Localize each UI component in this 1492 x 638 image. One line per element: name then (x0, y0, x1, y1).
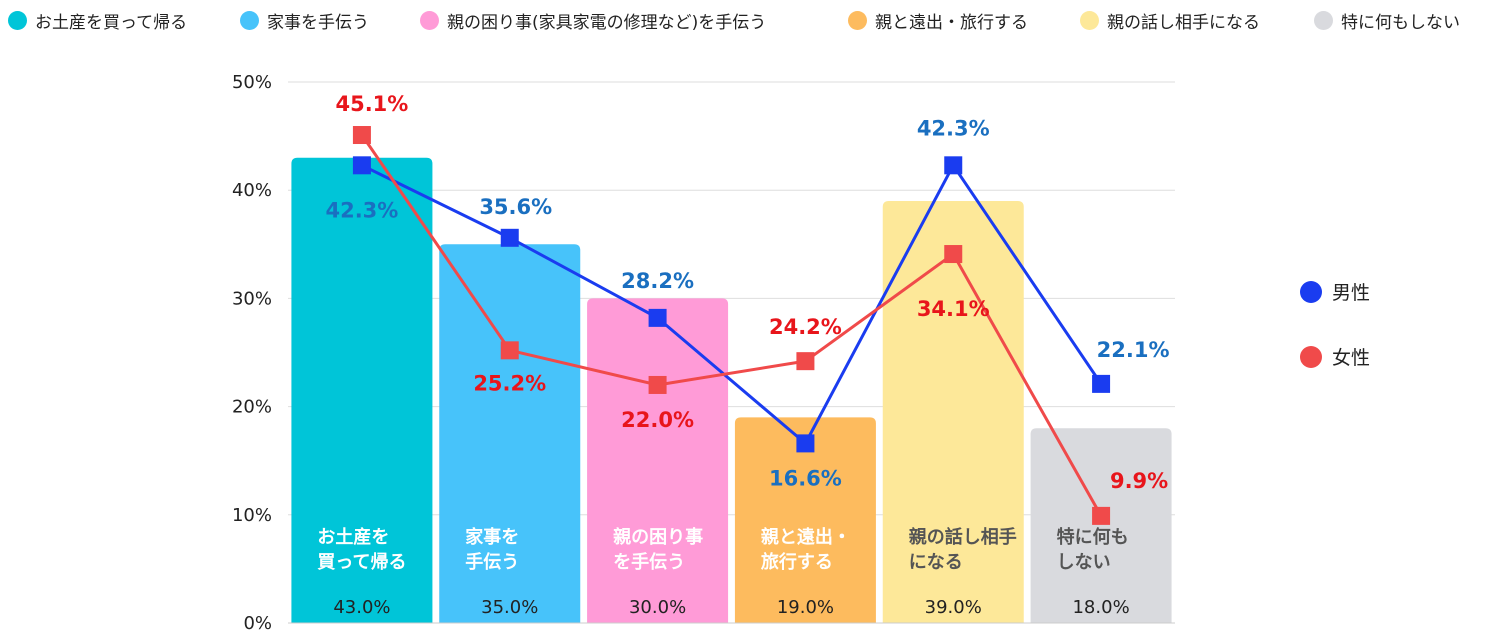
bar (439, 244, 581, 624)
series-data-label: 25.2% (473, 371, 546, 395)
bar-category-label: 親と遠出・旅行する (761, 526, 851, 573)
legend-label: 女性 (1332, 347, 1371, 369)
y-tick-label: 50% (232, 72, 272, 93)
legend-item-nothing: 特に何もしない (1314, 9, 1460, 33)
legend-item-housework: 家事を手伝う (240, 9, 369, 33)
bar (1030, 428, 1172, 623)
series-data-label: 45.1% (335, 92, 408, 116)
series-marker (648, 375, 667, 394)
bar-value-label: 43.0% (333, 597, 390, 618)
series-data-label: 22.0% (621, 408, 694, 432)
legend-dot-icon (848, 10, 867, 30)
series-line (360, 134, 1103, 517)
bar-category-label: 特に何もしない (1057, 526, 1129, 573)
legend-item-male: 男性 (1300, 278, 1370, 305)
legend-dot-icon (1300, 345, 1322, 368)
series-data-label: 35.6% (479, 195, 552, 219)
bar-category-label: 親の話し相手になる (909, 526, 1017, 573)
series-data-label: 9.9% (1110, 469, 1168, 493)
legend-label: お土産を買って帰る (35, 12, 188, 33)
legend-dot-icon (1080, 10, 1099, 30)
legend-label: 親の話し相手になる (1107, 12, 1260, 33)
series-marker (796, 352, 815, 371)
bar-category-label: 親の困り事を手伝う (613, 526, 703, 573)
bar-category-label: 家事を手伝う (465, 526, 519, 573)
legend-dot-icon (8, 10, 27, 30)
category-legend: お土産を買って帰る 家事を手伝う 親の困り事(家具家電の修理など)を手伝う 親と… (0, 0, 1492, 40)
y-tick-label: 0% (243, 613, 272, 634)
series-marker (500, 341, 519, 360)
legend-dot-icon (420, 10, 439, 30)
series-marker (796, 434, 815, 453)
bar (734, 417, 876, 623)
bar-value-label: 30.0% (629, 597, 686, 618)
bar-value-label: 35.0% (481, 597, 538, 618)
legend-label: 親の困り事(家具家電の修理など)を手伝う (447, 12, 767, 33)
legend-item-souvenir: お土産を買って帰る (8, 9, 188, 33)
legend-label: 男性 (1332, 282, 1371, 304)
bar (291, 157, 433, 624)
series-data-label: 22.1% (1097, 338, 1170, 362)
bar-value-label: 39.0% (925, 597, 982, 618)
series-marker (352, 126, 371, 145)
series-marker (944, 156, 963, 175)
series-marker (648, 308, 667, 327)
legend-dot-icon (1300, 280, 1322, 303)
series-marker (944, 245, 963, 264)
bar (587, 298, 729, 623)
legend-item-repairs: 親の困り事(家具家電の修理など)を手伝う (420, 9, 767, 33)
y-tick-label: 10% (232, 505, 272, 526)
series-marker (1092, 374, 1111, 393)
series-data-label: 28.2% (621, 269, 694, 293)
series-data-label: 24.2% (769, 315, 842, 339)
legend-label: 特に何もしない (1341, 12, 1460, 33)
y-tick-label: 20% (232, 397, 272, 418)
legend-dot-icon (1314, 10, 1333, 30)
bar-value-label: 19.0% (777, 597, 834, 618)
series-marker (1092, 506, 1111, 525)
bar (882, 201, 1024, 623)
bar-value-label: 18.0% (1072, 597, 1129, 618)
legend-item-talk: 親の話し相手になる (1080, 9, 1260, 33)
legend-dot-icon (240, 10, 259, 30)
legend-label: 親と遠出・旅行する (875, 12, 1028, 33)
bar-category-label: お土産を買って帰る (317, 526, 406, 573)
y-tick-label: 30% (232, 288, 272, 309)
series-data-label: 42.3% (325, 198, 398, 222)
series-line (361, 163, 1103, 445)
legend-label: 家事を手伝う (267, 12, 369, 33)
series-data-label: 16.6% (769, 466, 842, 490)
y-tick-label: 40% (232, 180, 272, 201)
series-marker (500, 228, 519, 247)
legend-item-trip: 親と遠出・旅行する (848, 9, 1028, 33)
legend-item-female: 女性 (1300, 343, 1370, 370)
series-marker (352, 156, 371, 175)
series-data-label: 42.3% (917, 116, 990, 140)
series-data-label: 34.1% (917, 297, 990, 321)
